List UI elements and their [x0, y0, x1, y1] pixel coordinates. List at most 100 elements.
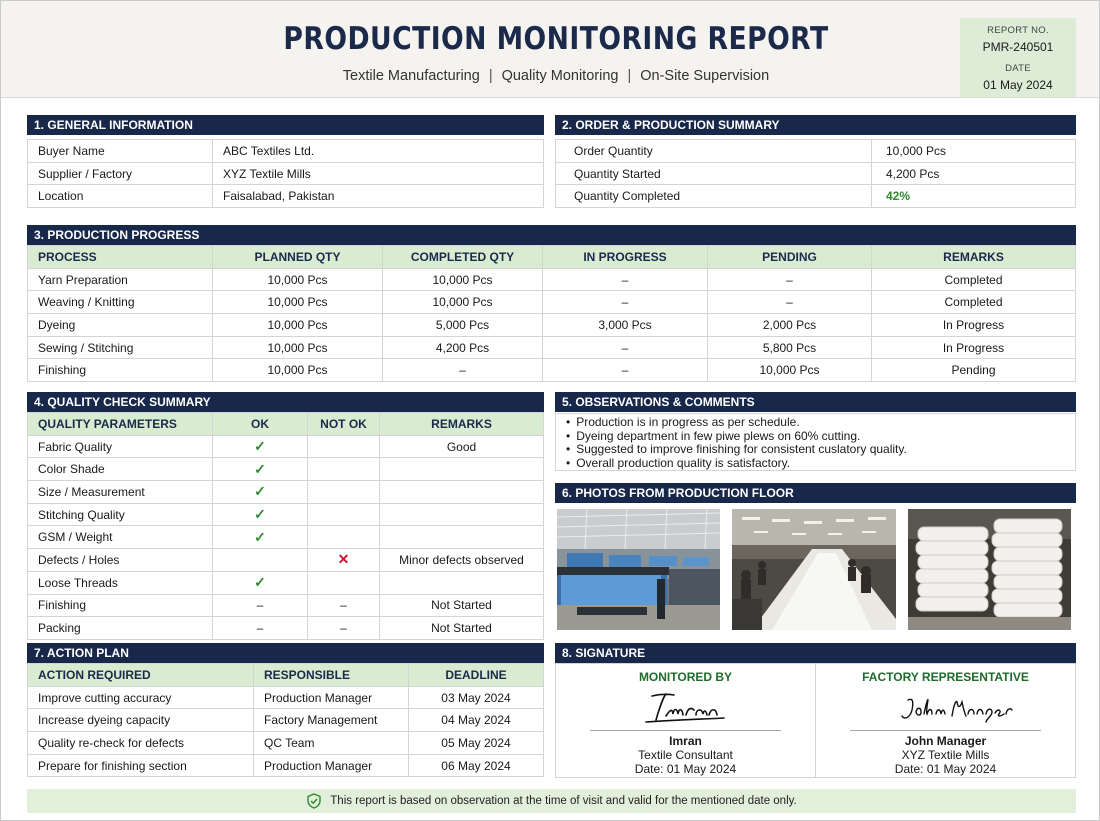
- observations-list: Production is in progress as per schedul…: [566, 415, 1067, 470]
- table-cell: –: [382, 358, 543, 383]
- monitor-name: Imran: [669, 734, 702, 748]
- table-cell: Production Manager: [253, 685, 409, 710]
- monitored-by-heading: MONITORED BY: [638, 670, 733, 684]
- table-cell: –: [542, 290, 708, 315]
- table-cell: 5,000 Pcs: [382, 313, 543, 337]
- table-cell: 10,000 Pcs: [382, 267, 543, 292]
- signature-box: MONITORED BY Imran Textile Consultant Da…: [555, 663, 1076, 778]
- table-cell: Yarn Preparation: [27, 267, 213, 292]
- field-value: Faisalabad, Pakistan: [212, 184, 544, 209]
- general-info-table: Buyer Name ABC Textiles Ltd. Supplier / Fa…: [27, 139, 544, 209]
- factory-rep-heading: FACTORY REPRESENTATIVE: [862, 670, 1029, 684]
- table-cell: Weaving / Knitting: [27, 290, 213, 315]
- table-cell: Packing: [27, 616, 213, 640]
- quality-check-table: QUALITY PARAMETERS OK NOT OK REMARKS Fabric…: [27, 412, 544, 640]
- table-row: Size / Measurement ✓: [27, 480, 544, 504]
- signature-line: [850, 730, 1041, 731]
- quality-check-heading: 4. QUALITY CHECK SUMMARY: [27, 392, 544, 412]
- subtitle-part: Quality Monitoring: [501, 68, 619, 84]
- table-row: Quantity Started 4,200 Pcs: [555, 161, 1076, 186]
- table-cell: [307, 457, 380, 482]
- observation-item: Production is in progress as per schedul…: [566, 415, 1067, 430]
- table-cell: Quality re-check for defects: [27, 731, 254, 755]
- column-header: REMARKS: [871, 245, 1076, 269]
- table-cell: [379, 480, 544, 504]
- production-progress-heading: 3. PRODUCTION PROGRESS: [27, 225, 1076, 245]
- table-cell: Increase dyeing capacity: [27, 708, 254, 733]
- column-header: DEADLINE: [408, 663, 544, 687]
- table-cell: [307, 434, 380, 459]
- subtitle-separator: |: [627, 68, 632, 84]
- factory-rep-name: John Manager: [904, 734, 987, 748]
- table-cell: –: [307, 593, 380, 618]
- table-cell: Defects / Holes: [27, 548, 213, 572]
- table-cell: [307, 570, 380, 595]
- table-cell: –: [707, 267, 872, 292]
- table-cell: 10,000 Pcs: [212, 267, 383, 292]
- signature-heading: 8. SIGNATURE: [555, 643, 1076, 663]
- field-label: Supplier / Factory: [27, 161, 213, 186]
- column-header: OK: [212, 412, 308, 436]
- cross-icon: ✕: [307, 548, 380, 572]
- table-cell: [307, 525, 380, 550]
- check-icon: ✓: [212, 434, 308, 459]
- observation-item: Suggested to improve finishing for consi…: [566, 442, 1067, 457]
- column-header: NOT OK: [307, 412, 380, 436]
- report-meta-box: REPORT NO. PMR-240501 DATE 01 May 2024: [960, 18, 1076, 97]
- field-label: Buyer Name: [27, 139, 213, 163]
- table-cell: [379, 502, 544, 527]
- table-cell: Stitching Quality: [27, 502, 213, 527]
- table-cell: 10,000 Pcs: [382, 290, 543, 315]
- report-title: PRODUCTION MONITORING REPORT: [283, 21, 829, 57]
- table-cell: Prepare for finishing section: [27, 753, 254, 778]
- factory-rep-role: XYZ Textile Mills: [901, 748, 990, 762]
- report-date-label: DATE: [1005, 63, 1031, 74]
- table-cell: –: [212, 616, 308, 640]
- table-cell: –: [212, 593, 308, 618]
- table-cell: Pending: [871, 358, 1076, 383]
- table-cell: Completed: [871, 267, 1076, 292]
- table-cell: [379, 525, 544, 550]
- table-cell: [307, 502, 380, 527]
- order-summary-table: Order Quantity 10,000 Pcs Quantity Started…: [555, 139, 1076, 209]
- table-row: Packing – – Not Started: [27, 616, 544, 640]
- table-cell: Improve cutting accuracy: [27, 685, 254, 710]
- table-row: Stitching Quality ✓: [27, 502, 544, 527]
- table-cell: 10,000 Pcs: [212, 313, 383, 337]
- subtitle-part: On-Site Supervision: [640, 68, 770, 84]
- check-icon: ✓: [212, 480, 308, 504]
- monitor-role: Textile Consultant: [638, 748, 733, 762]
- table-row: Defects / Holes ✕ Minor defects observed: [27, 548, 544, 572]
- table-row: Yarn Preparation 10,000 Pcs 10,000 Pcs – – Co…: [27, 267, 1076, 292]
- table-cell: Color Shade: [27, 457, 213, 482]
- column-header: REMARKS: [379, 412, 544, 436]
- table-cell: 05 May 2024: [408, 731, 544, 755]
- action-plan-table: ACTION REQUIRED RESPONSIBLE DEADLINE Impro…: [27, 663, 544, 778]
- table-cell: [212, 548, 308, 572]
- field-value: ABC Textiles Ltd.: [212, 139, 544, 163]
- table-cell: [379, 570, 544, 595]
- observations-heading: 5. OBSERVATIONS & COMMENTS: [555, 392, 1076, 412]
- field-value: 10,000 Pcs: [871, 139, 1076, 163]
- column-header: PENDING: [707, 245, 872, 269]
- report-no-label: REPORT NO.: [987, 25, 1049, 36]
- table-cell: 4,200 Pcs: [382, 335, 543, 360]
- table-row: Order Quantity 10,000 Pcs: [555, 139, 1076, 163]
- table-cell: –: [307, 616, 380, 640]
- table-cell: –: [542, 335, 708, 360]
- table-cell: Good: [379, 434, 544, 459]
- field-label: Location: [27, 184, 213, 209]
- factory-rep-date: Date: 01 May 2024: [894, 762, 997, 776]
- check-icon: ✓: [212, 570, 308, 595]
- table-cell: [379, 457, 544, 482]
- action-plan-heading: 7. ACTION PLAN: [27, 643, 544, 663]
- field-value: 4,200 Pcs: [871, 161, 1076, 186]
- signature-line: [590, 730, 781, 731]
- table-cell: Completed: [871, 290, 1076, 315]
- table-cell: 10,000 Pcs: [212, 335, 383, 360]
- column-header: RESPONSIBLE: [253, 663, 409, 687]
- field-label: Quantity Started: [555, 161, 872, 186]
- factory-rep-signature: [816, 686, 1075, 730]
- table-row: Increase dyeing capacity Factory Manageme…: [27, 708, 544, 733]
- subtitle-part: Textile Manufacturing: [342, 68, 480, 84]
